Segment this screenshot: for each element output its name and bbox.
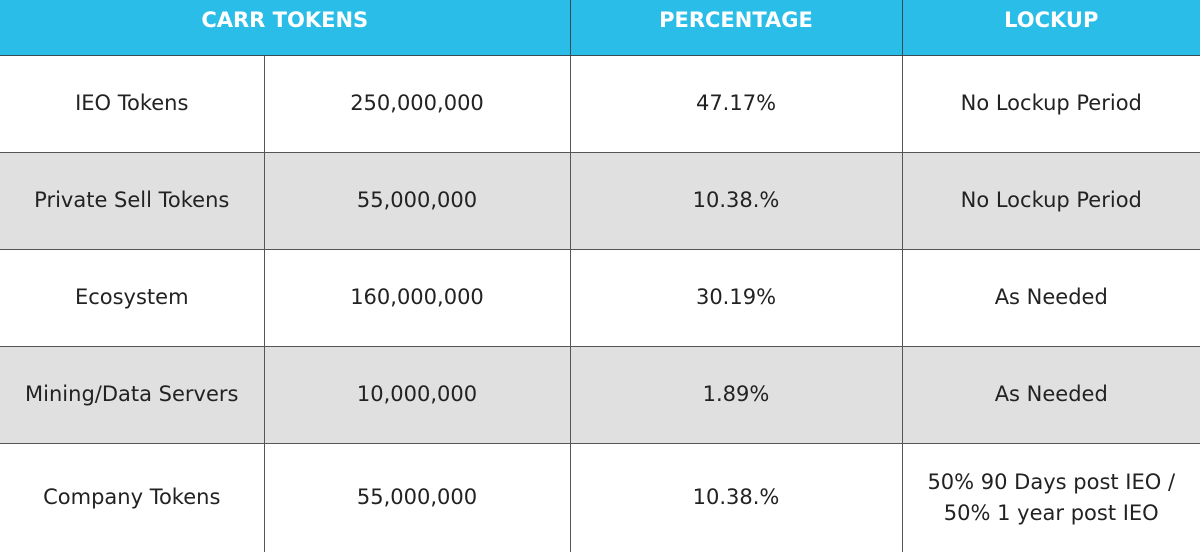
table-cell: 250,000,000 bbox=[263, 54, 571, 153]
table-row: Mining/Data Servers 10,000,000 1.89% As Nee… bbox=[0, 345, 1200, 444]
table-cell: 160,000,000 bbox=[263, 248, 571, 347]
table-cell: IEO Tokens bbox=[0, 54, 265, 153]
table-row: Private Sell Tokens 55,000,000 10.38.% No L… bbox=[0, 151, 1200, 250]
header-cell: CARR TOKENS bbox=[0, 0, 570, 56]
header-cell: LOCKUP bbox=[901, 0, 1200, 56]
table-cell: 1.89% bbox=[569, 345, 903, 444]
table-cell: As Needed bbox=[901, 345, 1200, 444]
table-cell: Mining/Data Servers bbox=[0, 345, 265, 444]
table-header: CARR TOKENS PERCENTAGE LOCKUP bbox=[0, 0, 1200, 56]
header-cell: PERCENTAGE bbox=[569, 0, 902, 56]
table-cell: 50% 90 Days post IEO / 50% 1 year post I… bbox=[901, 442, 1200, 552]
table-cell: As Needed bbox=[901, 248, 1200, 347]
table-cell: 30.19% bbox=[569, 248, 903, 347]
table-cell: 55,000,000 bbox=[263, 151, 571, 250]
table-cell: Private Sell Tokens bbox=[0, 151, 265, 250]
header-row: CARR TOKENS PERCENTAGE LOCKUP bbox=[0, 0, 1200, 56]
table-row: Ecosystem 160,000,000 30.19% As Needed bbox=[0, 248, 1200, 347]
table-row: Company Tokens 55,000,000 10.38.% 50% 90 Da… bbox=[0, 442, 1200, 552]
table-body: IEO Tokens 250,000,000 47.17% No Lockup Per… bbox=[0, 54, 1200, 552]
table-cell: No Lockup Period bbox=[901, 54, 1200, 153]
table-cell: 10,000,000 bbox=[263, 345, 571, 444]
table-cell: 55,000,000 bbox=[263, 442, 571, 552]
table-cell: 10.38.% bbox=[569, 442, 903, 552]
table-cell: Company Tokens bbox=[0, 442, 265, 552]
table-cell: 47.17% bbox=[569, 54, 903, 153]
table-cell: Ecosystem bbox=[0, 248, 265, 347]
table-row: IEO Tokens 250,000,000 47.17% No Lockup Per… bbox=[0, 54, 1200, 153]
table-cell: 10.38.% bbox=[569, 151, 903, 250]
table-cell: No Lockup Period bbox=[901, 151, 1200, 250]
